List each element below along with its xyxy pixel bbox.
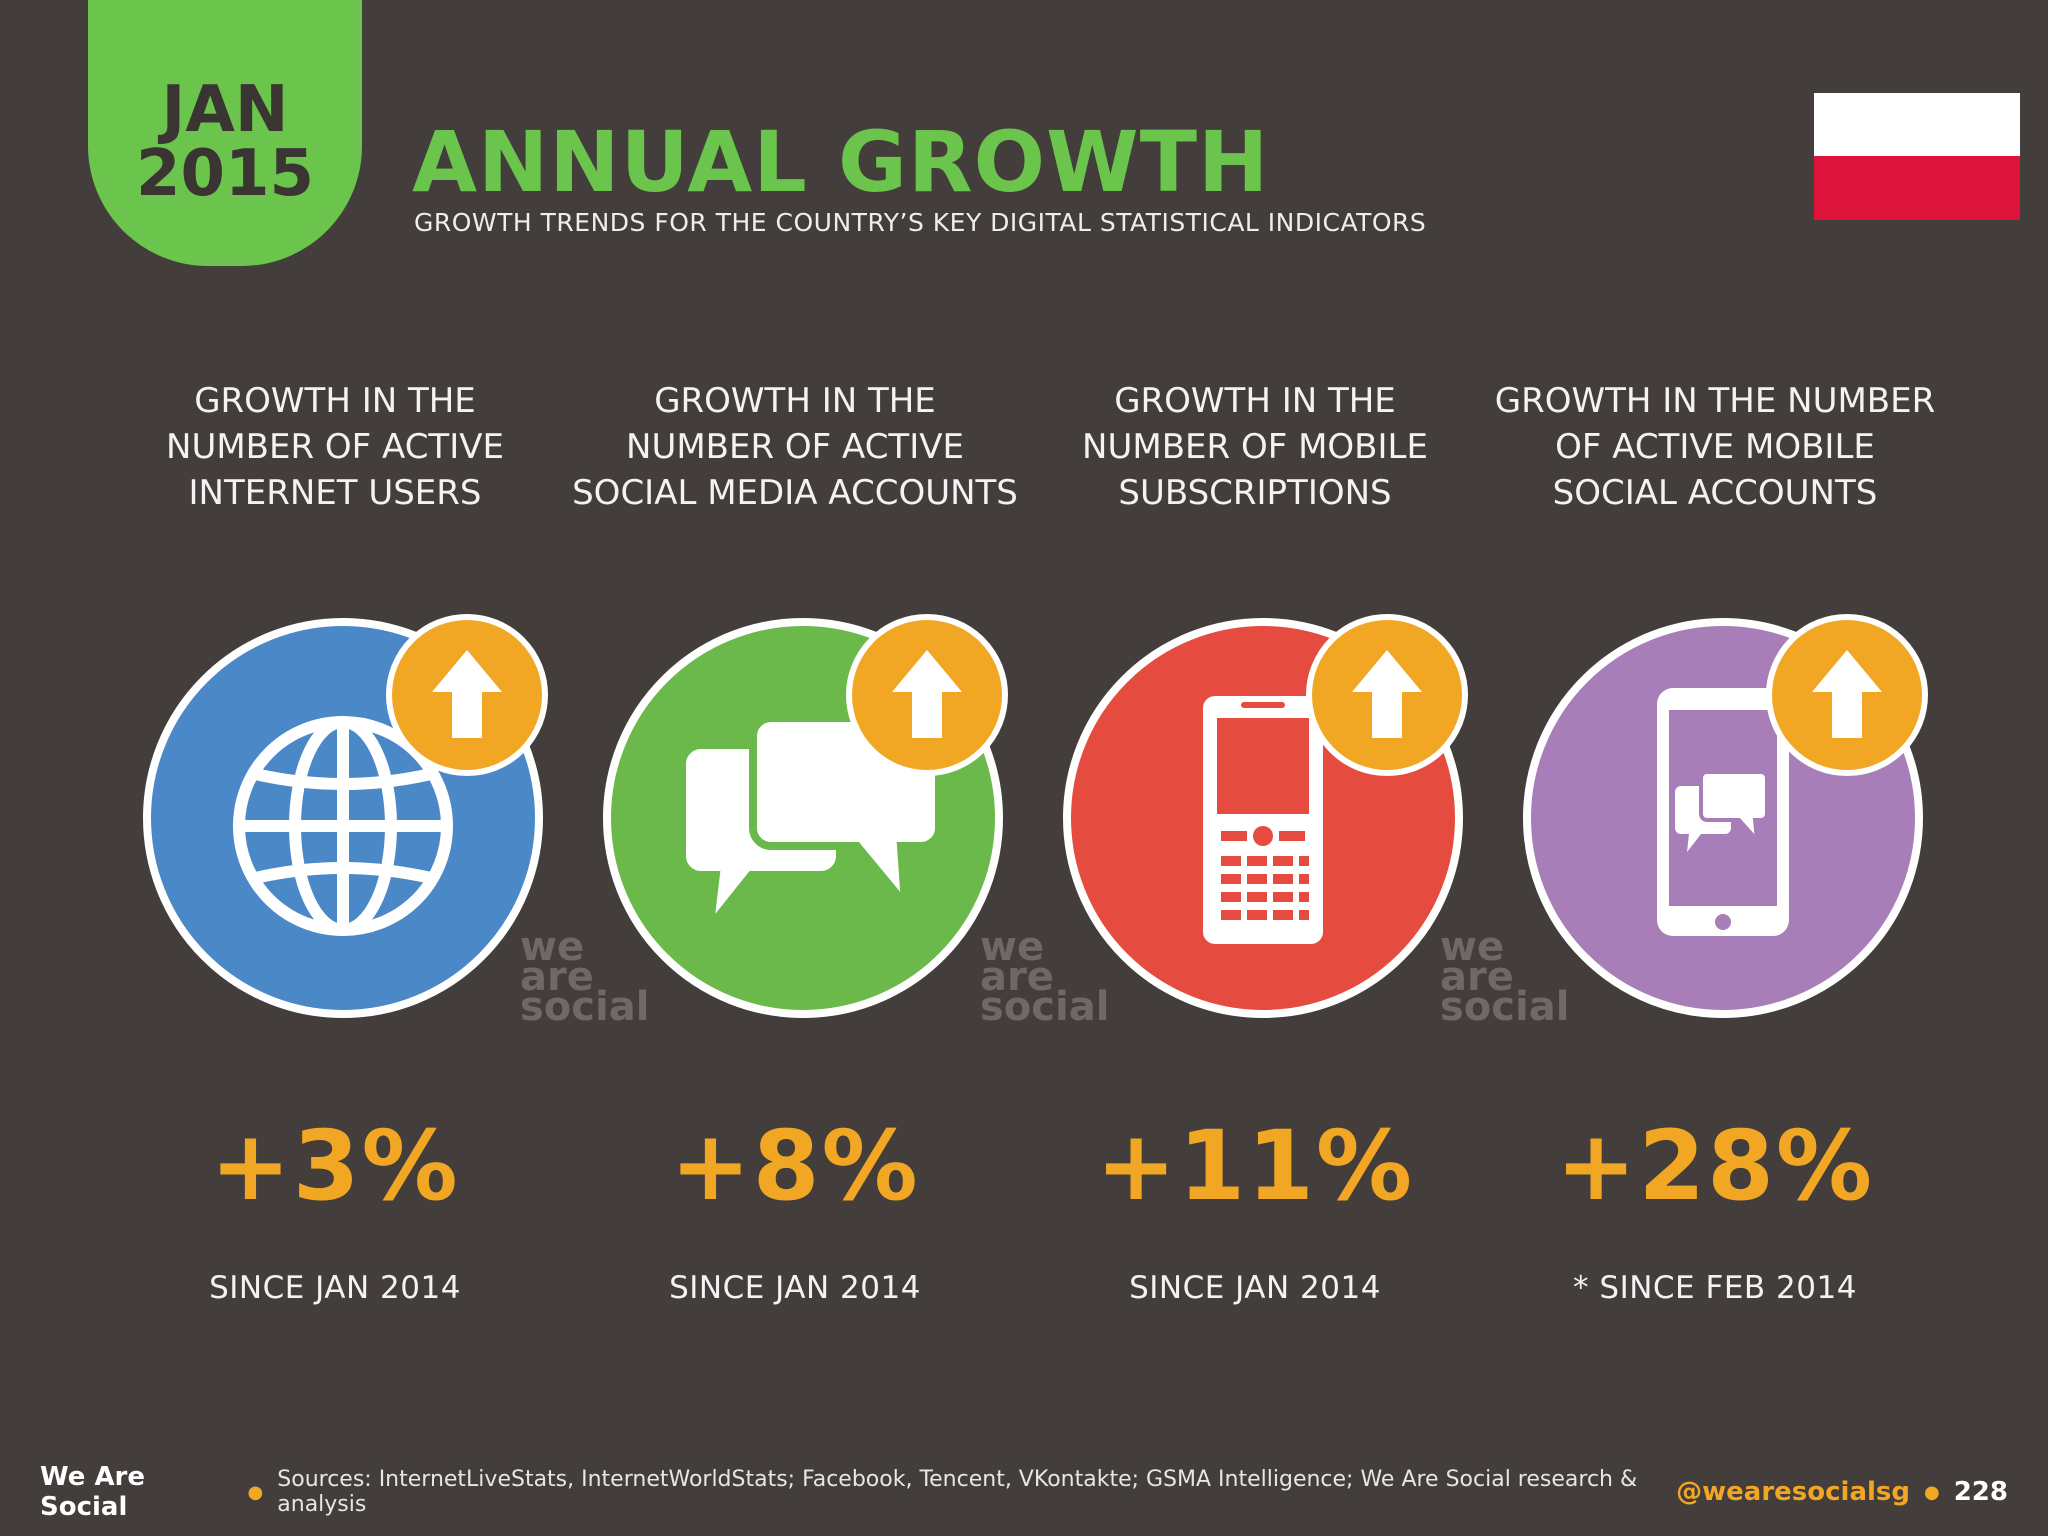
- growth-value: +11%: [1095, 1110, 1415, 1222]
- we-are-social-watermark: we are social: [1440, 924, 1570, 1030]
- indicator-social-media-accounts: GROWTH IN THE NUMBER OF ACTIVE SOCIAL ME…: [565, 378, 1025, 1018]
- growth-value: +8%: [670, 1110, 920, 1222]
- date-badge-month: JAN: [161, 73, 289, 147]
- indicator-heading: GROWTH IN THE NUMBER OF ACTIVE SOCIAL ME…: [572, 381, 1018, 513]
- mobile-phone-icon: [1203, 696, 1323, 944]
- indicator-internet-users: GROWTH IN THE NUMBER OF ACTIVE INTERNET …: [105, 378, 565, 1018]
- since-label: SINCE JAN 2014: [209, 1270, 461, 1306]
- growth-up-badge: [1306, 614, 1468, 776]
- bullet-separator: ●: [247, 1481, 264, 1503]
- flag-bottom-stripe: [1814, 156, 2020, 220]
- country-flag: [1814, 93, 2020, 220]
- indicator-heading: GROWTH IN THE NUMBER OF ACTIVE MOBILE SO…: [1494, 381, 1936, 513]
- growth-value: +28%: [1555, 1110, 1875, 1222]
- smartphone-chat-icon: [1657, 688, 1789, 936]
- growth-up-badge: [846, 614, 1008, 776]
- globe-icon: [233, 716, 453, 936]
- date-badge: JAN 2015: [88, 0, 362, 266]
- footer-handle[interactable]: @wearesocialsg: [1676, 1477, 1910, 1507]
- indicator-heading: GROWTH IN THE NUMBER OF MOBILE SUBSCRIPT…: [1082, 381, 1428, 513]
- growth-up-badge: [1766, 614, 1928, 776]
- indicator-mobile-social-accounts: GROWTH IN THE NUMBER OF ACTIVE MOBILE SO…: [1485, 378, 1945, 1018]
- footer-sources: Sources: InternetLiveStats, InternetWorl…: [277, 1467, 1638, 1517]
- footer: We Are Social ● Sources: InternetLiveSta…: [40, 1462, 2008, 1522]
- growth-up-badge: [386, 614, 548, 776]
- date-badge-year: 2015: [135, 137, 315, 211]
- arrow-up-icon: [1352, 650, 1422, 738]
- arrow-up-icon: [1812, 650, 1882, 738]
- footer-brand: We Are Social: [40, 1462, 146, 1522]
- indicator-circle: [1063, 618, 1463, 1018]
- bullet-separator: ●: [1924, 1481, 1940, 1503]
- indicator-circle: [1523, 618, 1923, 1018]
- arrow-up-icon: [432, 650, 502, 738]
- page-subtitle: GROWTH TRENDS FOR THE COUNTRY’S KEY DIGI…: [414, 208, 1427, 237]
- indicator-heading: GROWTH IN THE NUMBER OF ACTIVE INTERNET …: [166, 381, 504, 513]
- we-are-social-watermark: we are social: [520, 924, 650, 1030]
- arrow-up-icon: [892, 650, 962, 738]
- growth-value: +3%: [210, 1110, 460, 1222]
- since-label: SINCE JAN 2014: [669, 1270, 921, 1306]
- since-label: SINCE JAN 2014: [1129, 1270, 1381, 1306]
- page-number: 228: [1953, 1477, 2008, 1507]
- we-are-social-watermark: we are social: [980, 924, 1110, 1030]
- indicator-mobile-subscriptions: GROWTH IN THE NUMBER OF MOBILE SUBSCRIPT…: [1025, 378, 1485, 1018]
- flag-top-stripe: [1814, 93, 2020, 156]
- page-title: ANNUAL GROWTH: [412, 113, 1270, 211]
- since-label: * SINCE FEB 2014: [1573, 1270, 1857, 1306]
